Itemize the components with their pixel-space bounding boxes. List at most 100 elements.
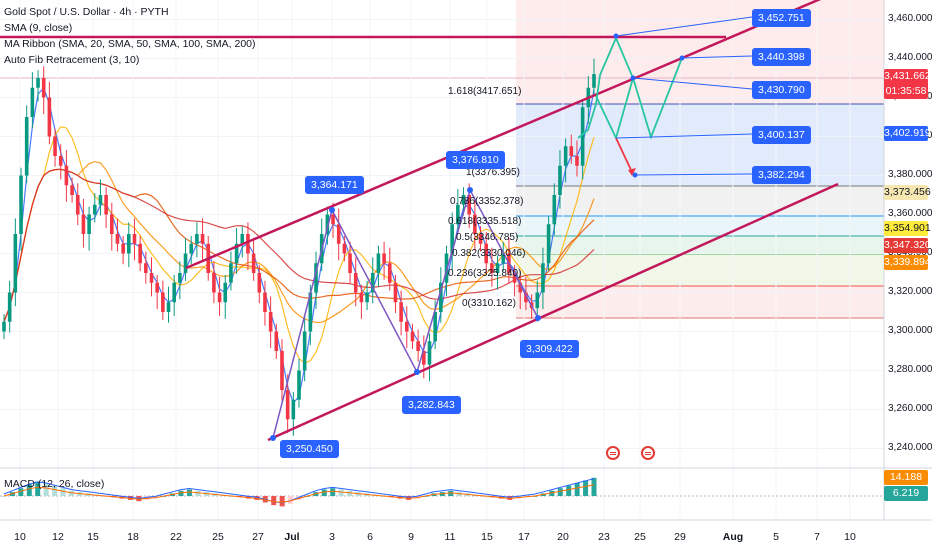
economic-event-icon[interactable]: [606, 446, 620, 460]
ma50-line: [3, 160, 595, 324]
macd-histogram-bar: [583, 480, 589, 496]
candle: [263, 292, 267, 312]
macd-label-1: 14.188: [884, 470, 928, 485]
swing-high-callout-2[interactable]: 3,376.810: [446, 151, 505, 169]
candle: [144, 263, 148, 273]
price-tick-label: 3,320.000: [888, 285, 932, 297]
macd-histogram-bar: [591, 477, 597, 496]
fib-786-label: 0.786(3352.378): [450, 196, 524, 207]
candle: [302, 331, 307, 371]
target-lines: [270, 16, 753, 441]
candle: [223, 282, 228, 303]
candle: [461, 195, 466, 205]
candle: [393, 282, 398, 303]
candle: [280, 351, 284, 390]
candle: [563, 146, 568, 166]
candle: [53, 136, 57, 156]
macd-histogram-bar: [195, 490, 201, 496]
candle: [36, 78, 40, 88]
candle: [478, 234, 483, 244]
candle: [285, 390, 290, 420]
macd-histogram-bar: [178, 490, 184, 496]
price-tick-label: 3,240.000: [888, 441, 932, 453]
candle: [115, 234, 120, 244]
candle: [376, 253, 381, 273]
macd-histogram-bar: [26, 484, 32, 496]
last-price-label: 3,431.662 01:35:58: [884, 69, 931, 99]
candle: [512, 273, 517, 283]
candle: [439, 282, 443, 312]
candle: [178, 273, 182, 283]
swing-low-callout-2[interactable]: 3,250.450: [280, 440, 339, 458]
economic-event-icon[interactable]: [641, 446, 655, 460]
chart-legend: Gold Spot / U.S. Dollar · 4h · PYTH SMA …: [4, 4, 256, 68]
time-tick-label: 10: [844, 531, 856, 543]
target-callout-1[interactable]: 3,452.751: [752, 9, 811, 27]
swing-high-callout-1[interactable]: 3,364.171: [305, 176, 364, 194]
candle: [200, 234, 205, 244]
price-tick-label: 3,440.000: [888, 51, 932, 63]
candle: [30, 87, 35, 117]
macd-label-2: 6.219: [884, 486, 928, 501]
fib-legend[interactable]: Auto Fib Retracement (3, 10): [4, 54, 140, 66]
candle: [342, 243, 347, 254]
macd-histogram-bar: [60, 488, 66, 496]
candle: [172, 282, 176, 303]
time-tick-label: 25: [634, 531, 646, 543]
candle: [365, 292, 369, 303]
price-label-3347: 3,347.320: [884, 238, 931, 253]
candle: [13, 234, 18, 293]
symbol-title[interactable]: Gold Spot / U.S. Dollar · 4h · PYTH: [4, 6, 169, 18]
time-tick-label: 12: [52, 531, 64, 543]
signal-line: [3, 484, 595, 503]
macd-histogram-bar: [321, 489, 327, 496]
candle: [308, 292, 313, 332]
time-tick-label: Jul: [284, 531, 300, 543]
candle: [138, 243, 142, 264]
price-channel: [0, 0, 839, 442]
candle: [189, 243, 194, 254]
price-label-3354: 3,354.901: [884, 221, 931, 236]
candle: [592, 74, 596, 88]
time-tick-label: 15: [87, 531, 99, 543]
target-callout-5[interactable]: 3,382.294: [752, 166, 811, 184]
fib-1-label: 1(3376.395): [466, 167, 520, 178]
candle: [87, 214, 91, 234]
macd-histogram-bar: [338, 489, 344, 496]
fib-05-label: 0.5(3346.785): [456, 232, 519, 243]
candle: [19, 175, 23, 234]
time-tick-label: 9: [408, 531, 414, 543]
price-tick-label: 3,360.000: [888, 207, 932, 219]
candle: [24, 117, 29, 176]
ma-ribbon-legend[interactable]: MA Ribbon (SMA, 20, SMA, 50, SMA, 100, S…: [4, 38, 256, 50]
macd-histogram-bar: [347, 490, 353, 496]
fib-1618-label: 1.618(3417.651): [448, 86, 522, 97]
swing-low-callout-1[interactable]: 3,282.843: [402, 396, 461, 414]
candle: [246, 234, 250, 254]
candle: [501, 253, 506, 264]
target-callout-2[interactable]: 3,440.398: [752, 48, 811, 66]
candle: [456, 204, 460, 225]
fib-382-label: 0.382(3330.046): [452, 248, 526, 259]
swing-low-callout-3[interactable]: 3,309.422: [520, 340, 579, 358]
candle: [104, 195, 108, 215]
candle: [541, 263, 545, 293]
candle: [109, 214, 114, 234]
target-callout-4[interactable]: 3,400.137: [752, 126, 811, 144]
candle: [433, 312, 437, 342]
candle: [251, 253, 256, 273]
candle: [450, 224, 454, 254]
ma200-line: [3, 168, 595, 322]
time-tick-label: 18: [127, 531, 139, 543]
candle: [331, 214, 335, 225]
target-callout-3[interactable]: 3,430.790: [752, 81, 811, 99]
sma-legend[interactable]: SMA (9, close): [4, 22, 73, 34]
price-tick-label: 3,280.000: [888, 363, 932, 375]
candle: [359, 292, 364, 303]
time-tick-label: 20: [557, 531, 569, 543]
macd-legend[interactable]: MACD (12, 26, close): [4, 478, 105, 490]
candle: [370, 273, 375, 293]
candle: [348, 253, 352, 273]
